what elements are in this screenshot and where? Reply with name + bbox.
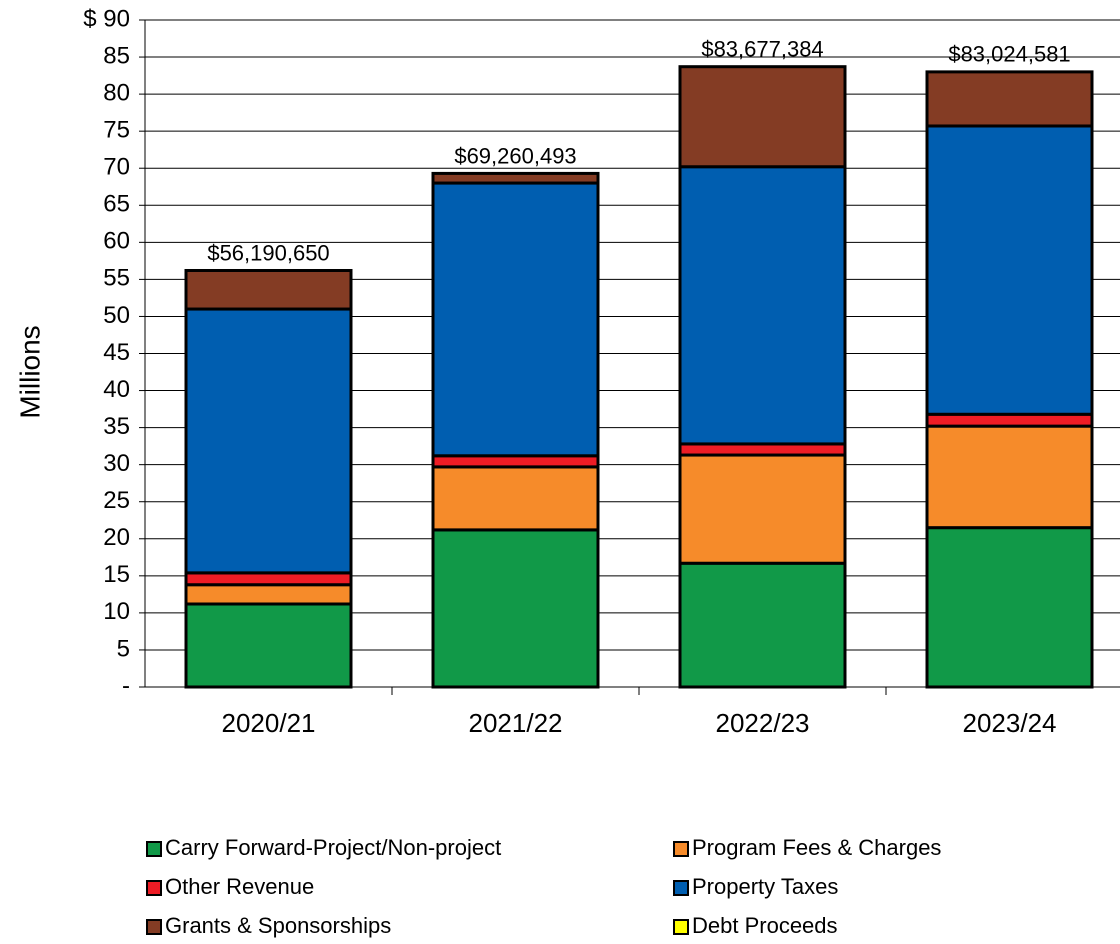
y-tick-label: 65 bbox=[103, 191, 130, 218]
legend-label: Debt Proceeds bbox=[692, 913, 838, 938]
x-tick-label: 2021/22 bbox=[469, 708, 563, 738]
bar-segment bbox=[678, 442, 847, 457]
bar-segment bbox=[431, 454, 600, 469]
y-tick-label: 5 bbox=[117, 635, 130, 662]
bar-segment bbox=[925, 412, 1094, 428]
bar-segment bbox=[925, 124, 1094, 416]
y-axis-label: Millions bbox=[14, 325, 45, 418]
bar-segment bbox=[431, 528, 600, 689]
y-tick-label: 35 bbox=[103, 413, 130, 440]
legend-label: Program Fees & Charges bbox=[692, 835, 941, 860]
bar-segment bbox=[678, 561, 847, 689]
legend-label: Property Taxes bbox=[692, 874, 838, 899]
bar-segment bbox=[431, 465, 600, 532]
bar-segment bbox=[925, 424, 1094, 530]
bar-segment bbox=[184, 571, 353, 587]
y-tick-label: 10 bbox=[103, 598, 130, 625]
x-tick-label: 2023/24 bbox=[963, 708, 1057, 738]
total-label: $56,190,650 bbox=[207, 240, 329, 265]
legend-swatch bbox=[146, 841, 162, 857]
legend-label: Grants & Sponsorships bbox=[165, 913, 391, 938]
y-tick-label: 75 bbox=[103, 117, 130, 144]
bar-segment bbox=[678, 165, 847, 446]
y-tick-label: - bbox=[122, 672, 130, 699]
legend-label: Other Revenue bbox=[165, 874, 314, 899]
bar-segment bbox=[184, 268, 353, 311]
legend-swatch bbox=[673, 919, 689, 935]
legend-swatch bbox=[146, 919, 162, 935]
total-label: $69,260,493 bbox=[454, 144, 576, 169]
y-tick-label: 55 bbox=[103, 265, 130, 292]
x-tick-label: 2020/21 bbox=[222, 708, 316, 738]
y-tick-label: 45 bbox=[103, 339, 130, 366]
y-tick-label: 60 bbox=[103, 228, 130, 255]
y-tick-label: 30 bbox=[103, 450, 130, 477]
bar-segment bbox=[678, 453, 847, 565]
bar-segment bbox=[678, 65, 847, 169]
x-tick-label: 2022/23 bbox=[716, 708, 810, 738]
legend-swatch bbox=[673, 880, 689, 896]
y-tick-label: 15 bbox=[103, 561, 130, 588]
bar-segment bbox=[184, 583, 353, 606]
y-tick-label: 20 bbox=[103, 524, 130, 551]
total-label: $83,677,384 bbox=[701, 37, 823, 62]
bar-segment bbox=[925, 526, 1094, 689]
y-tick-label: 50 bbox=[103, 302, 130, 329]
bar-segment bbox=[184, 307, 353, 575]
y-tick-label: $ 90 bbox=[83, 5, 130, 32]
bar-segment bbox=[431, 171, 600, 185]
y-tick-label: 80 bbox=[103, 79, 130, 106]
y-tick-label: 70 bbox=[103, 154, 130, 181]
legend-label: Carry Forward-Project/Non-project bbox=[165, 835, 501, 860]
y-tick-label: 85 bbox=[103, 42, 130, 69]
y-tick-label: 40 bbox=[103, 376, 130, 403]
y-tick-label: 25 bbox=[103, 487, 130, 514]
legend-swatch bbox=[146, 880, 162, 896]
legend-swatch bbox=[673, 841, 689, 857]
bar-segment bbox=[925, 70, 1094, 128]
total-label: $83,024,581 bbox=[948, 42, 1070, 67]
bar-segment bbox=[184, 602, 353, 689]
bar-segment bbox=[431, 181, 600, 458]
